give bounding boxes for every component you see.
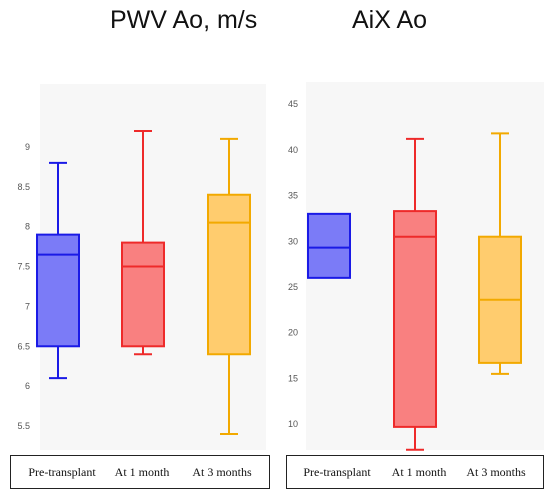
iqr-box-aix-1-month (393, 210, 437, 428)
y-tick-label-pwv-6-5: 6.5 (17, 341, 30, 351)
category-legend-aix: Pre-transplant At 1 month At 3 months (286, 455, 544, 489)
legend-label-1-month: At 1 month (114, 465, 170, 479)
box-pwv-pre-transplant (36, 161, 80, 380)
y-tick-label-aix-35: 35 (288, 191, 298, 201)
box-pwv-3-months (207, 137, 251, 435)
y-tick-label-pwv-7-5: 7.5 (17, 262, 30, 272)
iqr-box-pwv-1-month (121, 241, 165, 348)
legend-label-3-months: At 3 months (466, 465, 526, 479)
legend-label-1-month: At 1 month (391, 465, 447, 479)
box-plot-aix: 10 15 20 25 30 35 40 45 (288, 99, 522, 451)
box-plot-pwv: 5.5 6 6.5 7 7.5 8 8.5 9 (17, 129, 251, 435)
y-tick-label-pwv-9: 9 (25, 142, 30, 152)
y-tick-label-aix-45: 45 (288, 99, 298, 109)
y-tick-label-pwv-5-5: 5.5 (17, 421, 30, 431)
iqr-box-pwv-3-months (207, 193, 251, 356)
y-tick-label-aix-30: 30 (288, 236, 298, 246)
y-tick-label-aix-20: 20 (288, 328, 298, 338)
legend-label-pre-transplant: Pre-transplant (303, 465, 371, 479)
y-tick-label-aix-15: 15 (288, 373, 298, 383)
chart-panel-aix: 10 15 20 25 30 35 40 45 (278, 72, 550, 451)
chart-title-aix: AiX Ao (352, 6, 428, 34)
box-aix-pre-transplant (307, 212, 351, 279)
y-tick-label-pwv-8: 8 (25, 222, 30, 232)
legend-label-3-months: At 3 months (192, 465, 252, 479)
y-tick-label-pwv-8-5: 8.5 (17, 182, 30, 192)
y-tick-label-aix-40: 40 (288, 145, 298, 155)
chart-panel-pwv: 5.5 6 6.5 7 7.5 8 8.5 9 (0, 72, 271, 450)
box-aix-1-month (393, 137, 437, 451)
y-tick-label-aix-25: 25 (288, 282, 298, 292)
y-tick-label-aix-10: 10 (288, 419, 298, 429)
box-aix-3-months (478, 132, 522, 375)
iqr-box-aix-pre-transplant (307, 212, 351, 279)
y-tick-label-pwv-6: 6 (25, 381, 30, 391)
box-pwv-1-month (121, 129, 165, 356)
y-tick-label-pwv-7: 7 (25, 301, 30, 311)
iqr-box-pwv-pre-transplant (36, 233, 80, 348)
category-legend-pwv: Pre-transplant At 1 month At 3 months (10, 455, 270, 489)
chart-title-pwv: PWV Ao, m/s (110, 6, 258, 34)
legend-label-pre-transplant: Pre-transplant (28, 465, 96, 479)
